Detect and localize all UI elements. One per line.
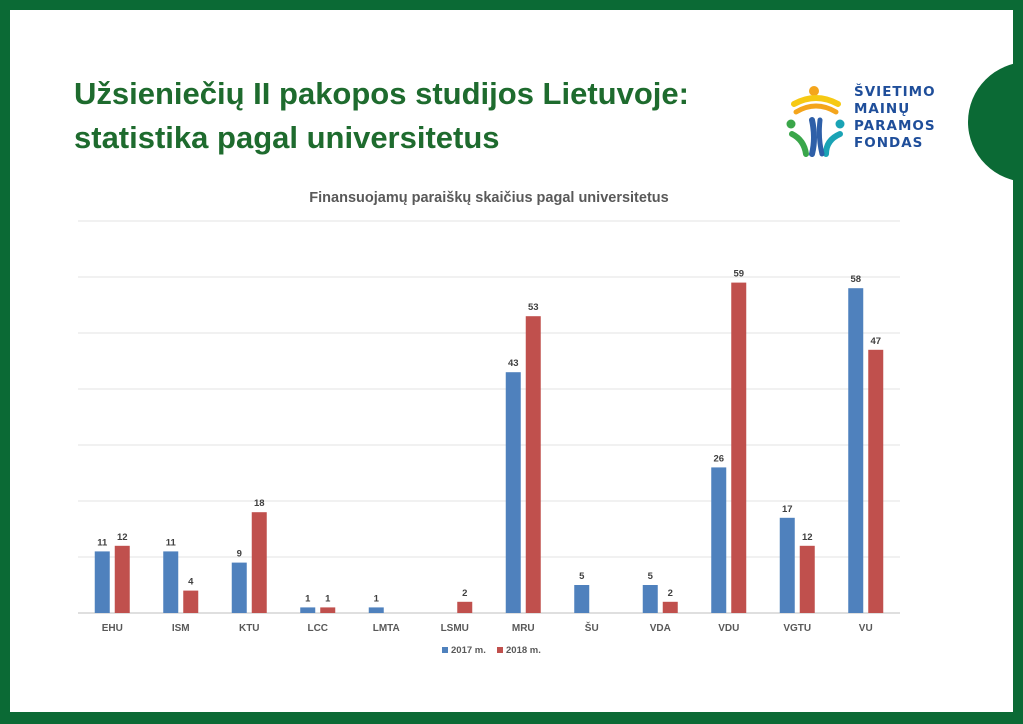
category-label: EHU — [102, 623, 123, 634]
bar — [368, 607, 384, 613]
bar — [642, 585, 658, 613]
data-label: 5 — [579, 571, 585, 582]
bar — [868, 349, 884, 613]
bar — [731, 282, 747, 613]
slide-title: Užsieniečių II pakopos studijos Lietuvoj… — [74, 72, 689, 160]
data-label: 17 — [782, 504, 793, 515]
data-label: 11 — [166, 537, 177, 548]
data-label: 2 — [668, 588, 673, 599]
category-label: VGTU — [783, 623, 811, 634]
category-label: VDA — [650, 623, 671, 634]
data-label: 11 — [97, 537, 108, 548]
data-label: 58 — [850, 274, 861, 285]
data-label: 1 — [305, 593, 311, 604]
logo-line-1: ŠVIETIMO — [854, 84, 936, 100]
category-label: LMTA — [373, 623, 400, 634]
data-label: 26 — [713, 453, 724, 464]
legend-swatch — [497, 647, 503, 653]
bar — [848, 288, 864, 613]
data-label: 47 — [870, 336, 881, 347]
title-line-1: Užsieniečių II pakopos studijos Lietuvoj… — [74, 76, 689, 111]
data-label: 53 — [528, 302, 539, 313]
bar — [114, 545, 130, 613]
bar-chart: Finansuojamų paraiškų skaičius pagal uni… — [78, 190, 900, 656]
bar — [662, 601, 678, 613]
slide: Užsieniečių II pakopos studijos Lietuvoj… — [10, 10, 1013, 712]
bar — [457, 601, 473, 613]
chart-title: Finansuojamų paraiškų skaičius pagal uni… — [309, 190, 668, 206]
bar — [799, 545, 815, 613]
data-label: 12 — [802, 532, 813, 543]
data-label: 2 — [462, 588, 467, 599]
bar — [574, 585, 590, 613]
data-label: 59 — [733, 269, 744, 280]
logo-line-4: FONDAS — [854, 135, 924, 151]
bar — [163, 551, 179, 613]
data-label: 18 — [254, 498, 265, 509]
bar — [251, 512, 267, 613]
category-label: LCC — [307, 623, 328, 634]
category-label: ŠU — [585, 621, 599, 634]
logo-text: ŠVIETIMO MAINŲ PARAMOS FONDAS — [854, 84, 936, 152]
title-line-2: statistika pagal universitetus — [74, 120, 500, 155]
category-label: VU — [859, 623, 873, 634]
category-label: ISM — [172, 623, 190, 634]
data-label: 9 — [237, 549, 242, 560]
logo-line-2: MAINŲ — [854, 101, 911, 117]
data-label: 1 — [325, 593, 331, 604]
logo-figures-icon — [786, 86, 845, 157]
data-label: 5 — [648, 571, 654, 582]
bar — [320, 607, 336, 613]
category-label: VDU — [718, 623, 739, 634]
bar — [231, 562, 247, 613]
bar — [525, 316, 541, 613]
bar — [711, 467, 727, 613]
bar — [94, 551, 110, 613]
legend-label: 2017 m. — [451, 645, 486, 656]
legend-label: 2018 m. — [506, 645, 541, 656]
category-label: LSMU — [441, 623, 469, 634]
data-label: 1 — [374, 593, 380, 604]
data-label: 43 — [508, 358, 519, 369]
bar — [300, 607, 316, 613]
bar — [183, 590, 199, 613]
logo-line-3: PARAMOS — [854, 118, 936, 134]
category-label: KTU — [239, 623, 260, 634]
bar — [779, 517, 795, 613]
legend-swatch — [442, 647, 448, 653]
bar — [505, 372, 521, 613]
data-label: 12 — [117, 532, 128, 543]
data-label: 4 — [188, 577, 194, 588]
category-label: MRU — [512, 623, 535, 634]
logo: ŠVIETIMO MAINŲ PARAMOS FONDAS — [782, 82, 935, 166]
